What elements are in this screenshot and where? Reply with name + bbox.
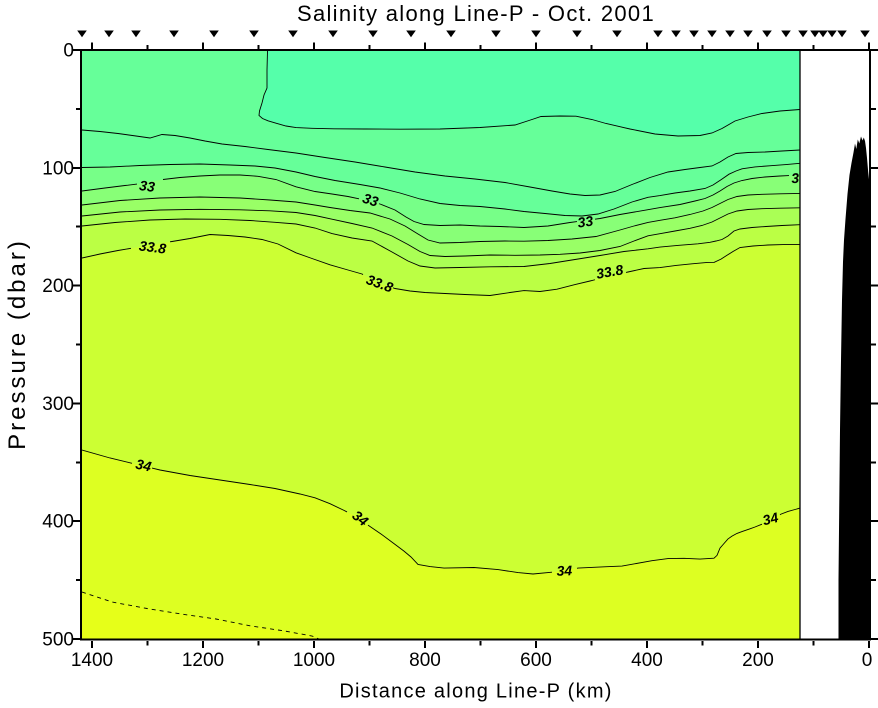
svg-text:300: 300 [42,394,74,415]
svg-text:100: 100 [42,158,74,179]
svg-text:Salinity along Line-P - Oct. 2: Salinity along Line-P - Oct. 2001 [297,1,655,26]
svg-text:33.8: 33.8 [138,237,167,256]
svg-text:33.8: 33.8 [595,261,625,282]
svg-text:34: 34 [761,509,780,528]
svg-text:Pressure (dbar): Pressure (dbar) [4,238,31,450]
svg-text:200: 200 [42,276,74,297]
svg-text:1000: 1000 [293,650,335,671]
svg-text:33: 33 [576,213,594,231]
svg-text:200: 200 [742,650,774,671]
svg-text:Distance along Line-P (km): Distance along Line-P (km) [339,681,612,703]
svg-text:500: 500 [42,630,74,651]
svg-text:34: 34 [556,562,572,579]
svg-text:1400: 1400 [71,650,113,671]
svg-text:400: 400 [631,650,663,671]
svg-text:600: 600 [520,650,552,671]
svg-text:34: 34 [134,456,153,475]
svg-text:33: 33 [138,177,156,195]
svg-text:400: 400 [42,512,74,533]
svg-text:1200: 1200 [182,650,224,671]
svg-text:0: 0 [63,41,74,62]
svg-text:3: 3 [791,170,800,187]
svg-text:33: 33 [361,190,381,210]
svg-text:0: 0 [862,650,873,671]
svg-text:800: 800 [409,650,441,671]
